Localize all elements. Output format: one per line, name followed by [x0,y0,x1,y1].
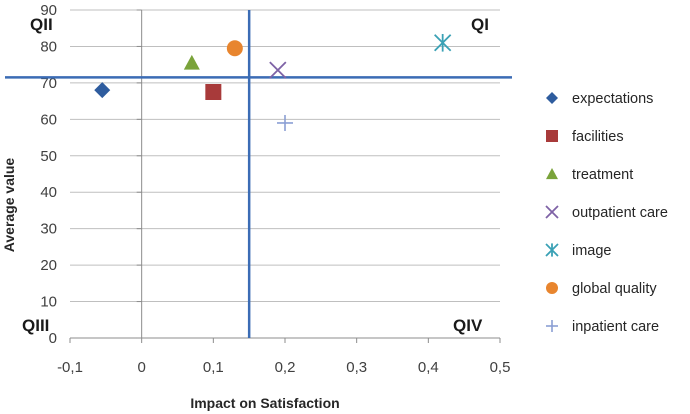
data-point-expectations [94,82,111,99]
legend-marker-facilities [546,130,558,142]
y-tick-label: 40 [40,184,57,201]
legend-item-outpatient-care: outpatient care [545,205,668,221]
y-tick-label: 90 [40,2,57,19]
x-tick-label: 0,5 [490,359,511,376]
quadrant-label-q4: QIV [453,316,483,335]
quadrant-label-q2: QII [30,15,53,34]
data-point-inpatient-care [277,114,293,131]
data-point-treatment [183,54,200,70]
y-tick-label: 60 [40,111,57,128]
legend-label-image: image [572,243,612,259]
legend-label-outpatient-care: outpatient care [572,205,668,221]
quadrant-label-q3: QIII [22,316,49,335]
y-tick-label: 0 [49,330,57,347]
x-axis-title: Impact on Satisfaction [190,395,339,411]
quadrant-label-q1: QI [471,15,489,34]
legend-marker-treatment [546,168,558,180]
legend-label-treatment: treatment [572,167,633,183]
legend-label-inpatient-care: inpatient care [572,319,659,335]
x-tick-label: 0,2 [275,359,296,376]
legend-label-global-quality: global quality [572,281,657,297]
legend-marker-outpatient-care [545,205,559,219]
legend-item-facilities: facilities [546,129,624,145]
data-points [94,34,452,131]
y-tick-label: 30 [40,221,57,238]
legend-marker-image [545,243,559,257]
x-tick-label: -0,1 [57,359,83,376]
x-tick-label: 0,4 [418,359,439,376]
legend-marker-inpatient-care [546,320,558,332]
reference-lines [5,10,512,338]
legend-item-expectations: expectations [546,91,653,107]
legend-marker-expectations [546,92,558,104]
x-tick-label: 0 [137,359,145,376]
x-tick-label: 0,3 [346,359,367,376]
y-tick-label: 10 [40,294,57,311]
legend-label-expectations: expectations [572,91,653,107]
y-tick-label: 50 [40,148,57,165]
legend-item-inpatient-care: inpatient care [546,319,659,335]
y-tick-labels: 0 10 20 30 40 50 60 70 80 90 [40,2,57,347]
legend-label-facilities: facilities [572,129,624,145]
x-tick-labels: -0,1 0 0,1 0,2 0,3 0,4 0,5 [57,359,510,376]
x-tick-label: 0,1 [203,359,224,376]
data-point-image [434,34,452,52]
data-point-facilities [205,84,222,100]
legend-item-global-quality: global quality [546,281,657,297]
gridlines [70,9,500,303]
y-tick-label: 70 [40,75,57,92]
axes [69,9,501,343]
data-point-outpatient-care [269,61,287,79]
legend: expectations facilities treatment outpatien… [545,91,668,335]
y-tick-label: 20 [40,257,57,274]
y-axis-title: Average value [1,158,17,253]
legend-marker-global-quality [546,282,558,294]
legend-item-treatment: treatment [546,167,633,183]
data-point-global-quality [226,40,243,57]
y-tick-label: 80 [40,38,57,55]
legend-item-image: image [545,243,612,259]
